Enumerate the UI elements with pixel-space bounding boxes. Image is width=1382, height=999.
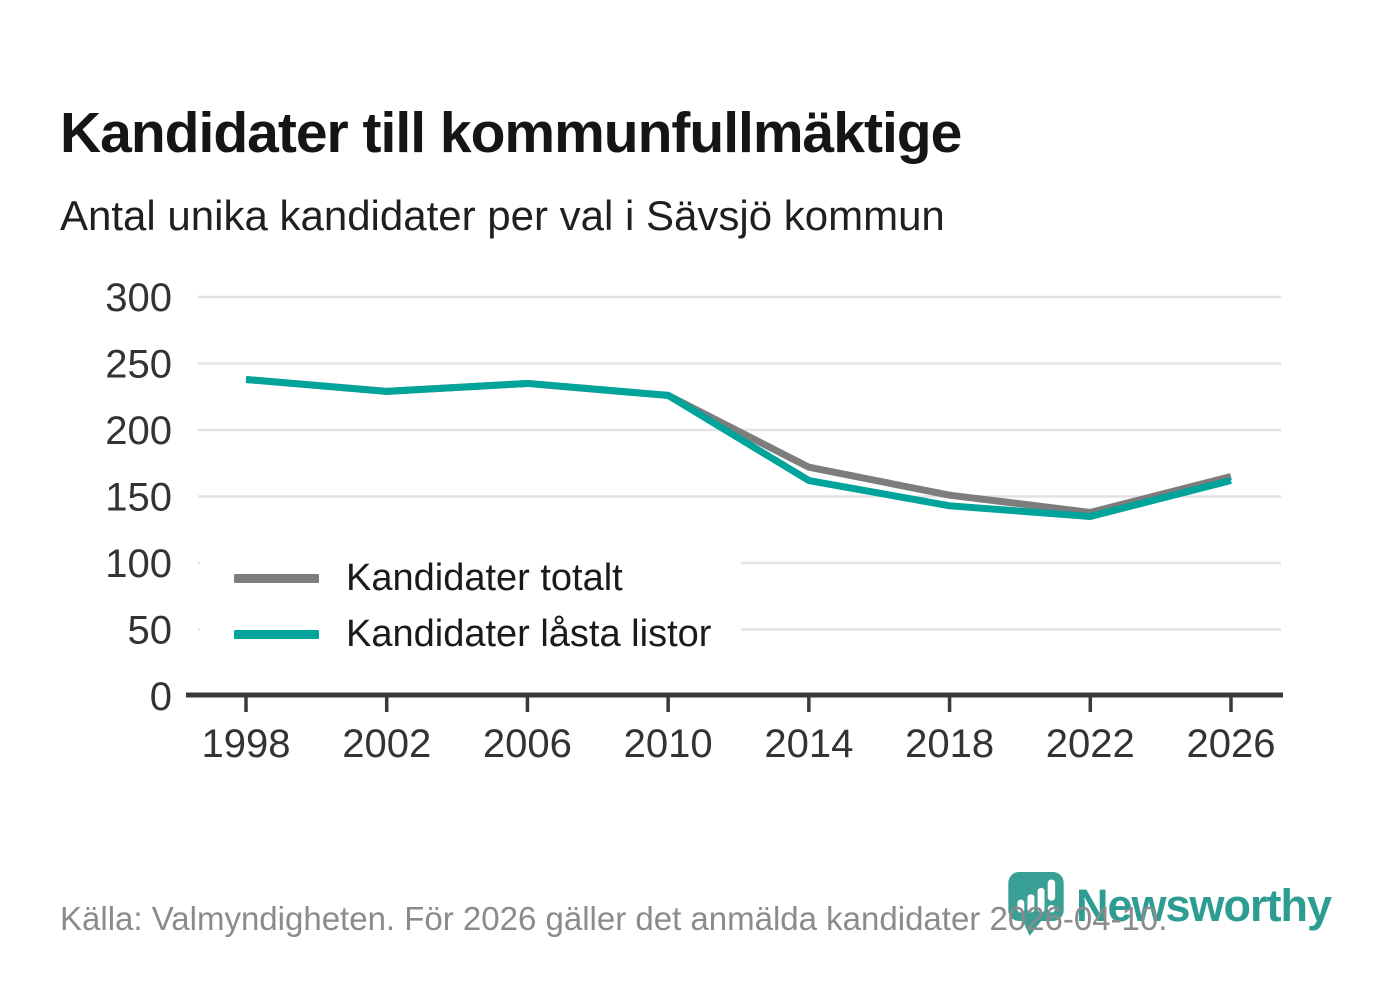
legend-label-totalt: Kandidater totalt — [346, 556, 623, 599]
legend-label-lasta-listor: Kandidater låsta listor — [346, 612, 712, 655]
page-title: Kandidater till kommunfullmäktige — [60, 101, 962, 166]
x-axis-tick-label: 2022 — [1046, 722, 1135, 766]
x-axis-tick-label: 2026 — [1187, 722, 1276, 766]
y-axis-tick-label: 300 — [105, 276, 172, 320]
series-line-lasta-listor — [245, 375, 1232, 520]
legend-swatch-totalt — [234, 573, 319, 583]
y-axis-tick-label: 0 — [150, 675, 172, 719]
newsworthy-logo-icon — [1008, 872, 1064, 936]
newsworthy-wordmark: Newsworthy — [1076, 880, 1332, 931]
y-axis-tick-label: 100 — [105, 542, 172, 586]
legend-swatch-lasta-listor — [234, 629, 319, 639]
chart-subtitle: Antal unika kandidater per val i Sävsjö … — [60, 192, 945, 239]
newsworthy-logo: Newsworthy — [1008, 872, 1332, 938]
x-axis-tick-label: 2002 — [342, 722, 431, 766]
x-axis-tick-label: 2010 — [624, 722, 713, 766]
x-axis-tick-label: 2018 — [905, 722, 994, 766]
y-axis-tick-label: 200 — [105, 409, 172, 453]
y-axis-tick-label: 150 — [105, 476, 172, 520]
source-note: Källa: Valmyndigheten. För 2026 gäller d… — [60, 900, 1168, 937]
series-line-totalt — [245, 375, 1232, 516]
y-axis-tick-label: 250 — [105, 343, 172, 387]
legend-item-totalt: Kandidater totalt — [200, 550, 711, 606]
x-axis-tick-label: 2006 — [483, 722, 572, 766]
chart-legend: Kandidater totalt Kandidater låsta listo… — [200, 548, 742, 664]
legend-item-lasta-listor: Kandidater låsta listor — [200, 606, 711, 662]
x-axis-tick-label: 2014 — [764, 722, 853, 766]
x-axis-tick-label: 1998 — [202, 722, 291, 766]
y-axis-tick-label: 50 — [128, 609, 173, 653]
